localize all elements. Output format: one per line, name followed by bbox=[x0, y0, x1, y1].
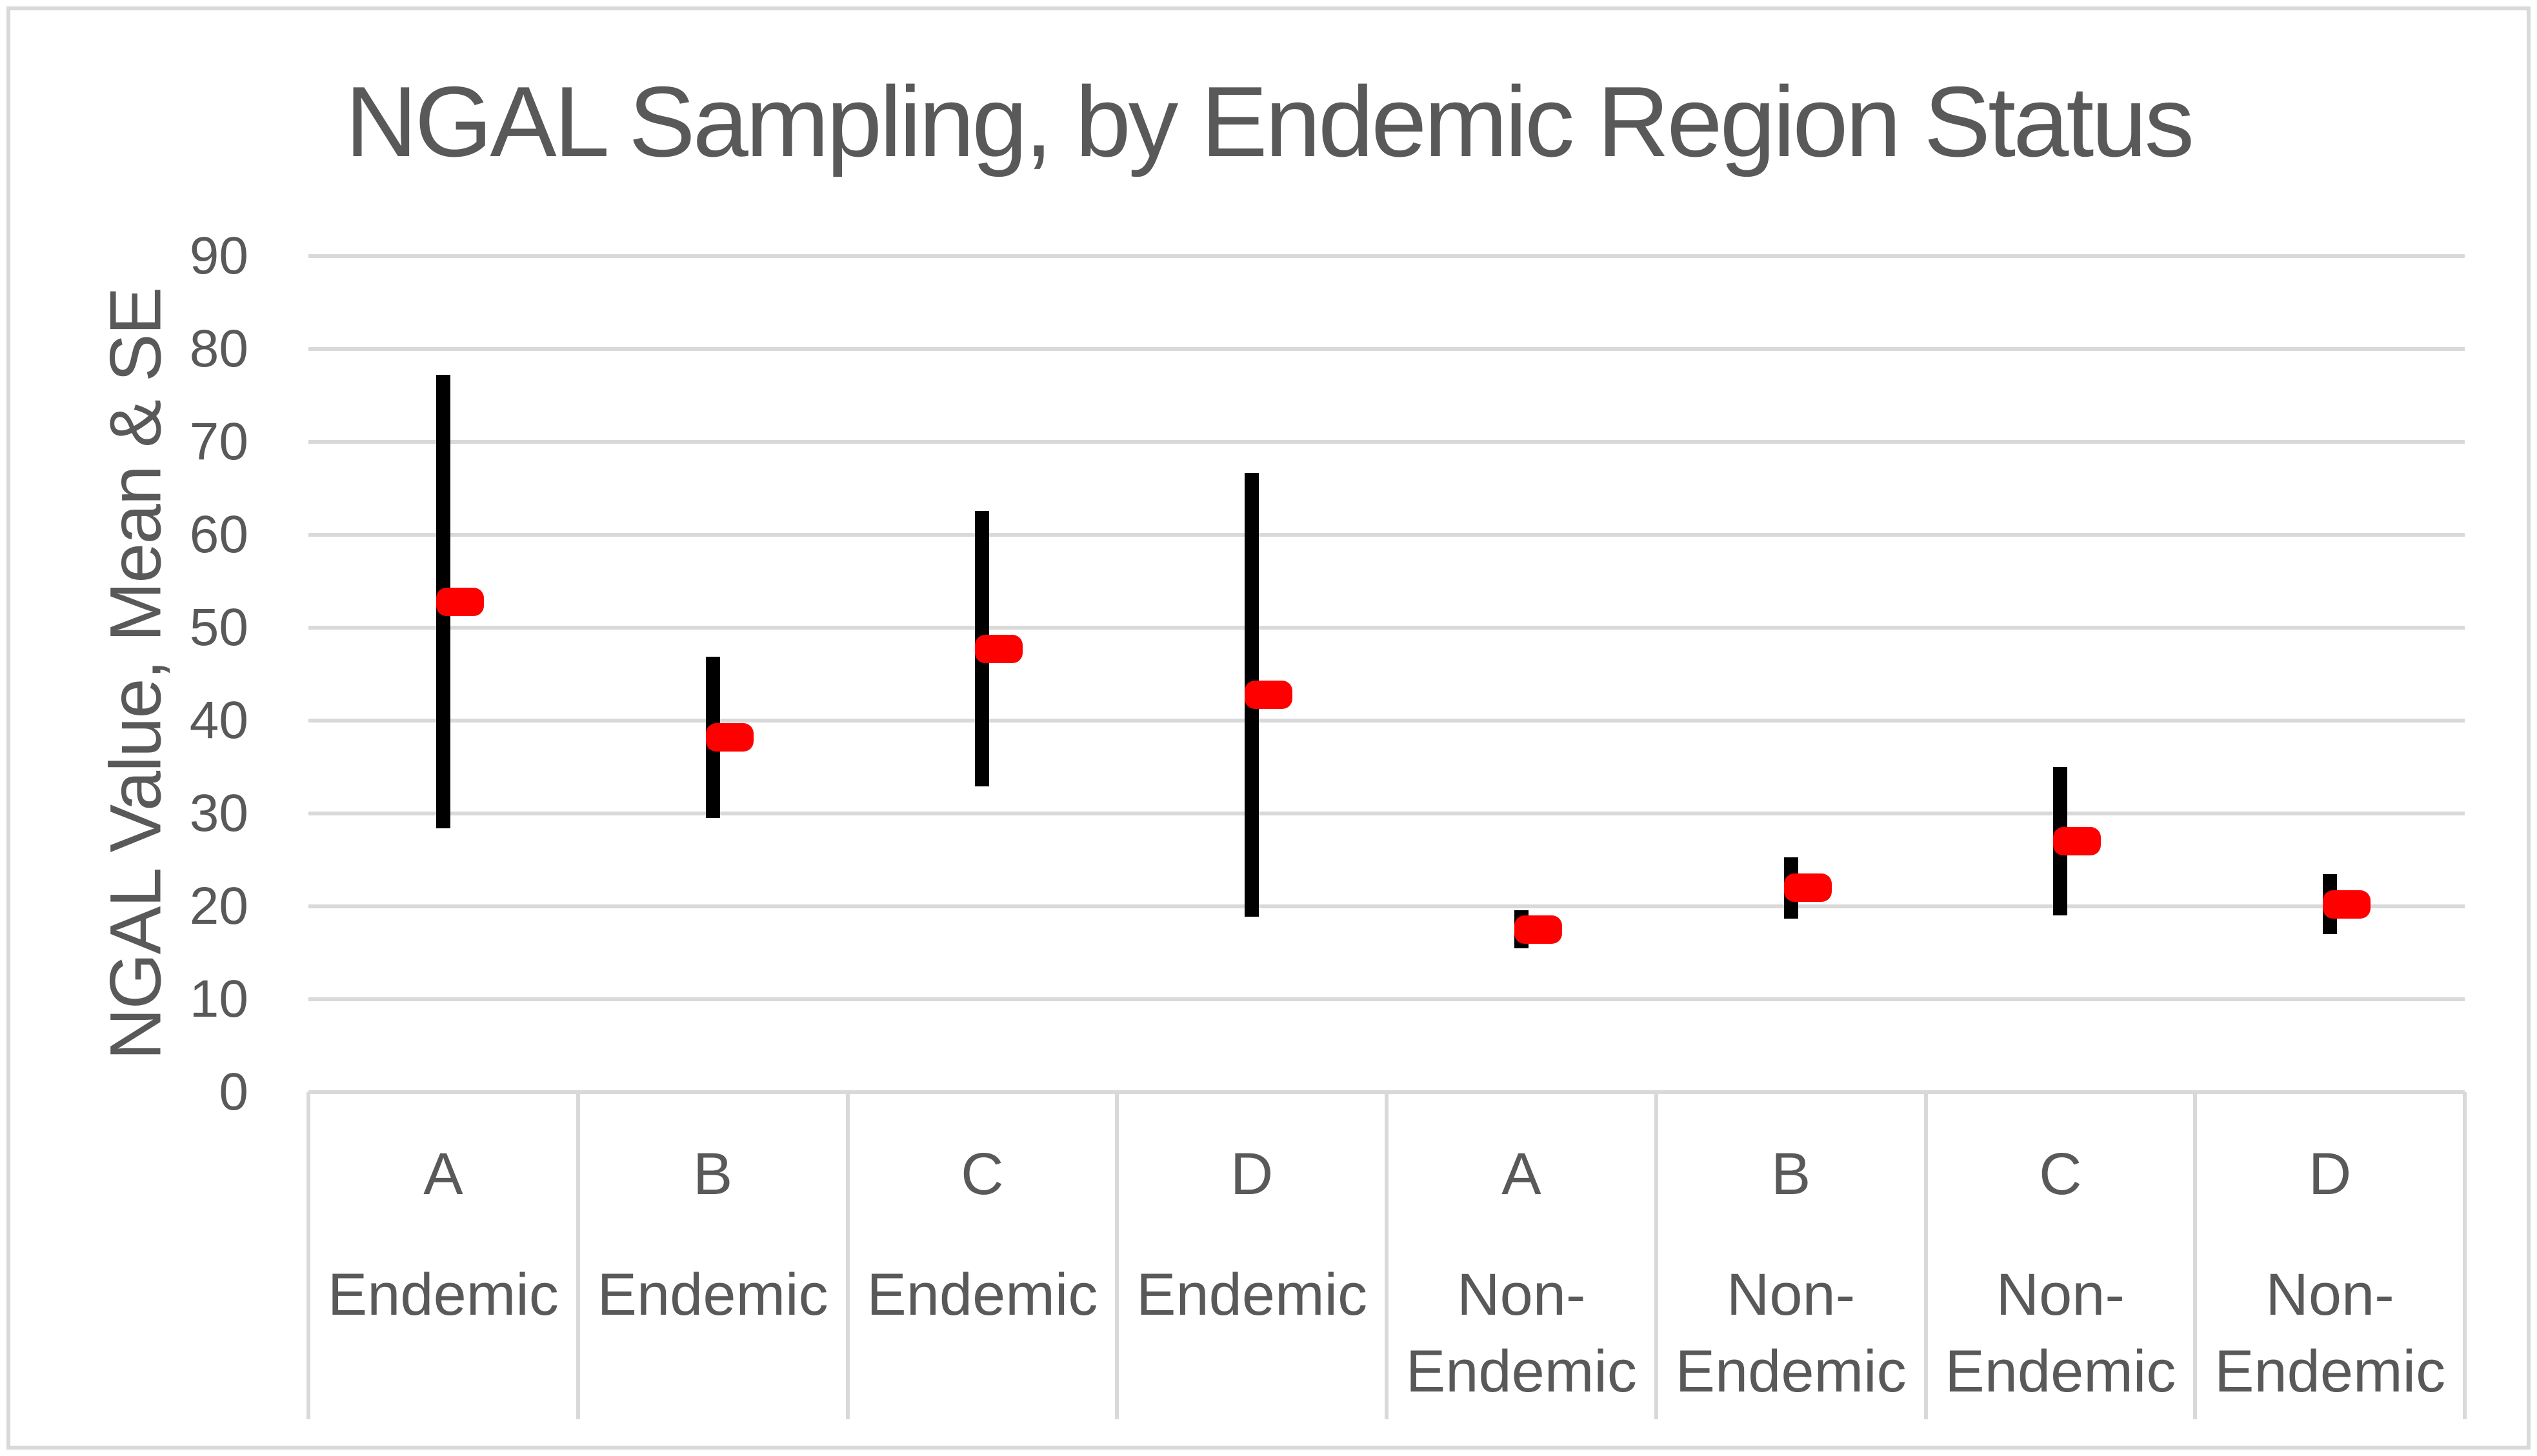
category-group-label: Non- Endemic bbox=[1675, 1262, 1907, 1404]
gridline bbox=[308, 812, 2465, 815]
mean-marker bbox=[705, 723, 754, 752]
gridline bbox=[308, 440, 2465, 444]
gridline bbox=[308, 997, 2465, 1001]
category-letter: B bbox=[692, 1141, 733, 1207]
y-tick-label: 60 bbox=[189, 505, 248, 564]
category-divider bbox=[576, 1092, 580, 1419]
mean-marker bbox=[436, 587, 484, 616]
category-group-label: Endemic bbox=[597, 1262, 828, 1328]
gridline bbox=[308, 719, 2465, 723]
y-tick-label: 50 bbox=[189, 598, 248, 657]
mean-marker bbox=[2323, 890, 2371, 919]
gridline bbox=[308, 904, 2465, 908]
y-axis-title: NGAL Value, Mean & SE bbox=[95, 288, 176, 1061]
category-group-label: Non- Endemic bbox=[1405, 1262, 1637, 1404]
gridline bbox=[308, 254, 2465, 258]
category-group-label: Endemic bbox=[327, 1262, 559, 1328]
category-letter: C bbox=[2039, 1141, 2082, 1207]
category-divider bbox=[2193, 1092, 2198, 1419]
category-letter: D bbox=[1230, 1141, 1274, 1207]
chart-title: NGAL Sampling, by Endemic Region Status bbox=[345, 66, 2194, 177]
category-group-label: Endemic bbox=[867, 1262, 1098, 1328]
y-tick-label: 40 bbox=[189, 691, 248, 750]
category-group-label: Endemic bbox=[1136, 1262, 1368, 1328]
mean-marker bbox=[975, 635, 1023, 664]
y-tick-label: 30 bbox=[189, 784, 248, 843]
category-divider bbox=[1115, 1092, 1119, 1419]
y-tick-label: 70 bbox=[189, 412, 248, 471]
gridline bbox=[308, 533, 2465, 537]
y-tick-label: 10 bbox=[189, 970, 248, 1028]
category-divider bbox=[1923, 1092, 1928, 1419]
y-tick-label: 80 bbox=[189, 319, 248, 378]
category-letter: C bbox=[961, 1141, 1004, 1207]
category-divider bbox=[845, 1092, 850, 1419]
y-tick-label: 90 bbox=[189, 226, 248, 285]
y-tick-label: 0 bbox=[219, 1062, 248, 1121]
mean-marker bbox=[1783, 873, 1832, 903]
category-divider bbox=[306, 1092, 310, 1419]
category-group-label: Non- Endemic bbox=[1945, 1262, 2176, 1404]
mean-marker bbox=[1514, 915, 1562, 944]
gridline bbox=[308, 347, 2465, 351]
category-divider bbox=[1654, 1092, 1658, 1419]
category-divider bbox=[2463, 1092, 2467, 1419]
category-letter: A bbox=[423, 1141, 463, 1207]
category-group-label: Non- Endemic bbox=[2214, 1262, 2446, 1404]
gridline bbox=[308, 626, 2465, 630]
chart-border bbox=[6, 6, 2531, 1450]
mean-marker bbox=[2053, 827, 2101, 856]
y-tick-label: 20 bbox=[189, 877, 248, 935]
category-letter: A bbox=[1501, 1141, 1541, 1207]
category-letter: D bbox=[2308, 1141, 2352, 1207]
category-letter: B bbox=[1770, 1141, 1811, 1207]
category-divider bbox=[1385, 1092, 1389, 1419]
mean-marker bbox=[1245, 680, 1293, 709]
